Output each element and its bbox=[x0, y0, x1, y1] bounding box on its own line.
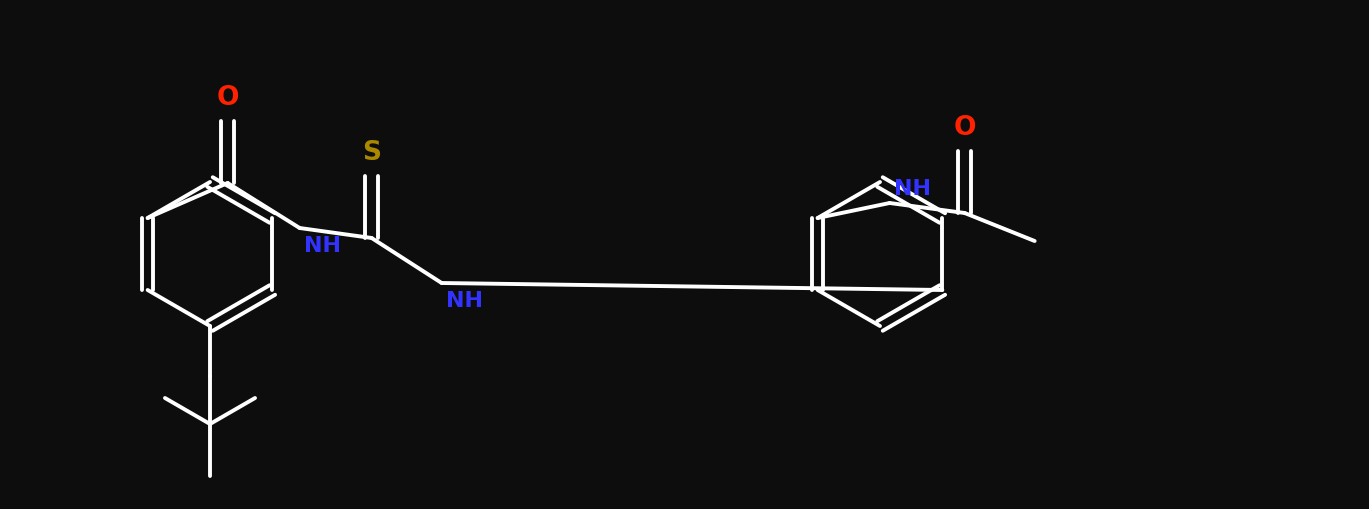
Text: S: S bbox=[363, 140, 381, 166]
Text: NH: NH bbox=[304, 236, 341, 256]
Text: O: O bbox=[953, 115, 976, 141]
Text: NH: NH bbox=[894, 179, 931, 199]
Text: O: O bbox=[216, 85, 240, 111]
Text: NH: NH bbox=[446, 291, 483, 311]
